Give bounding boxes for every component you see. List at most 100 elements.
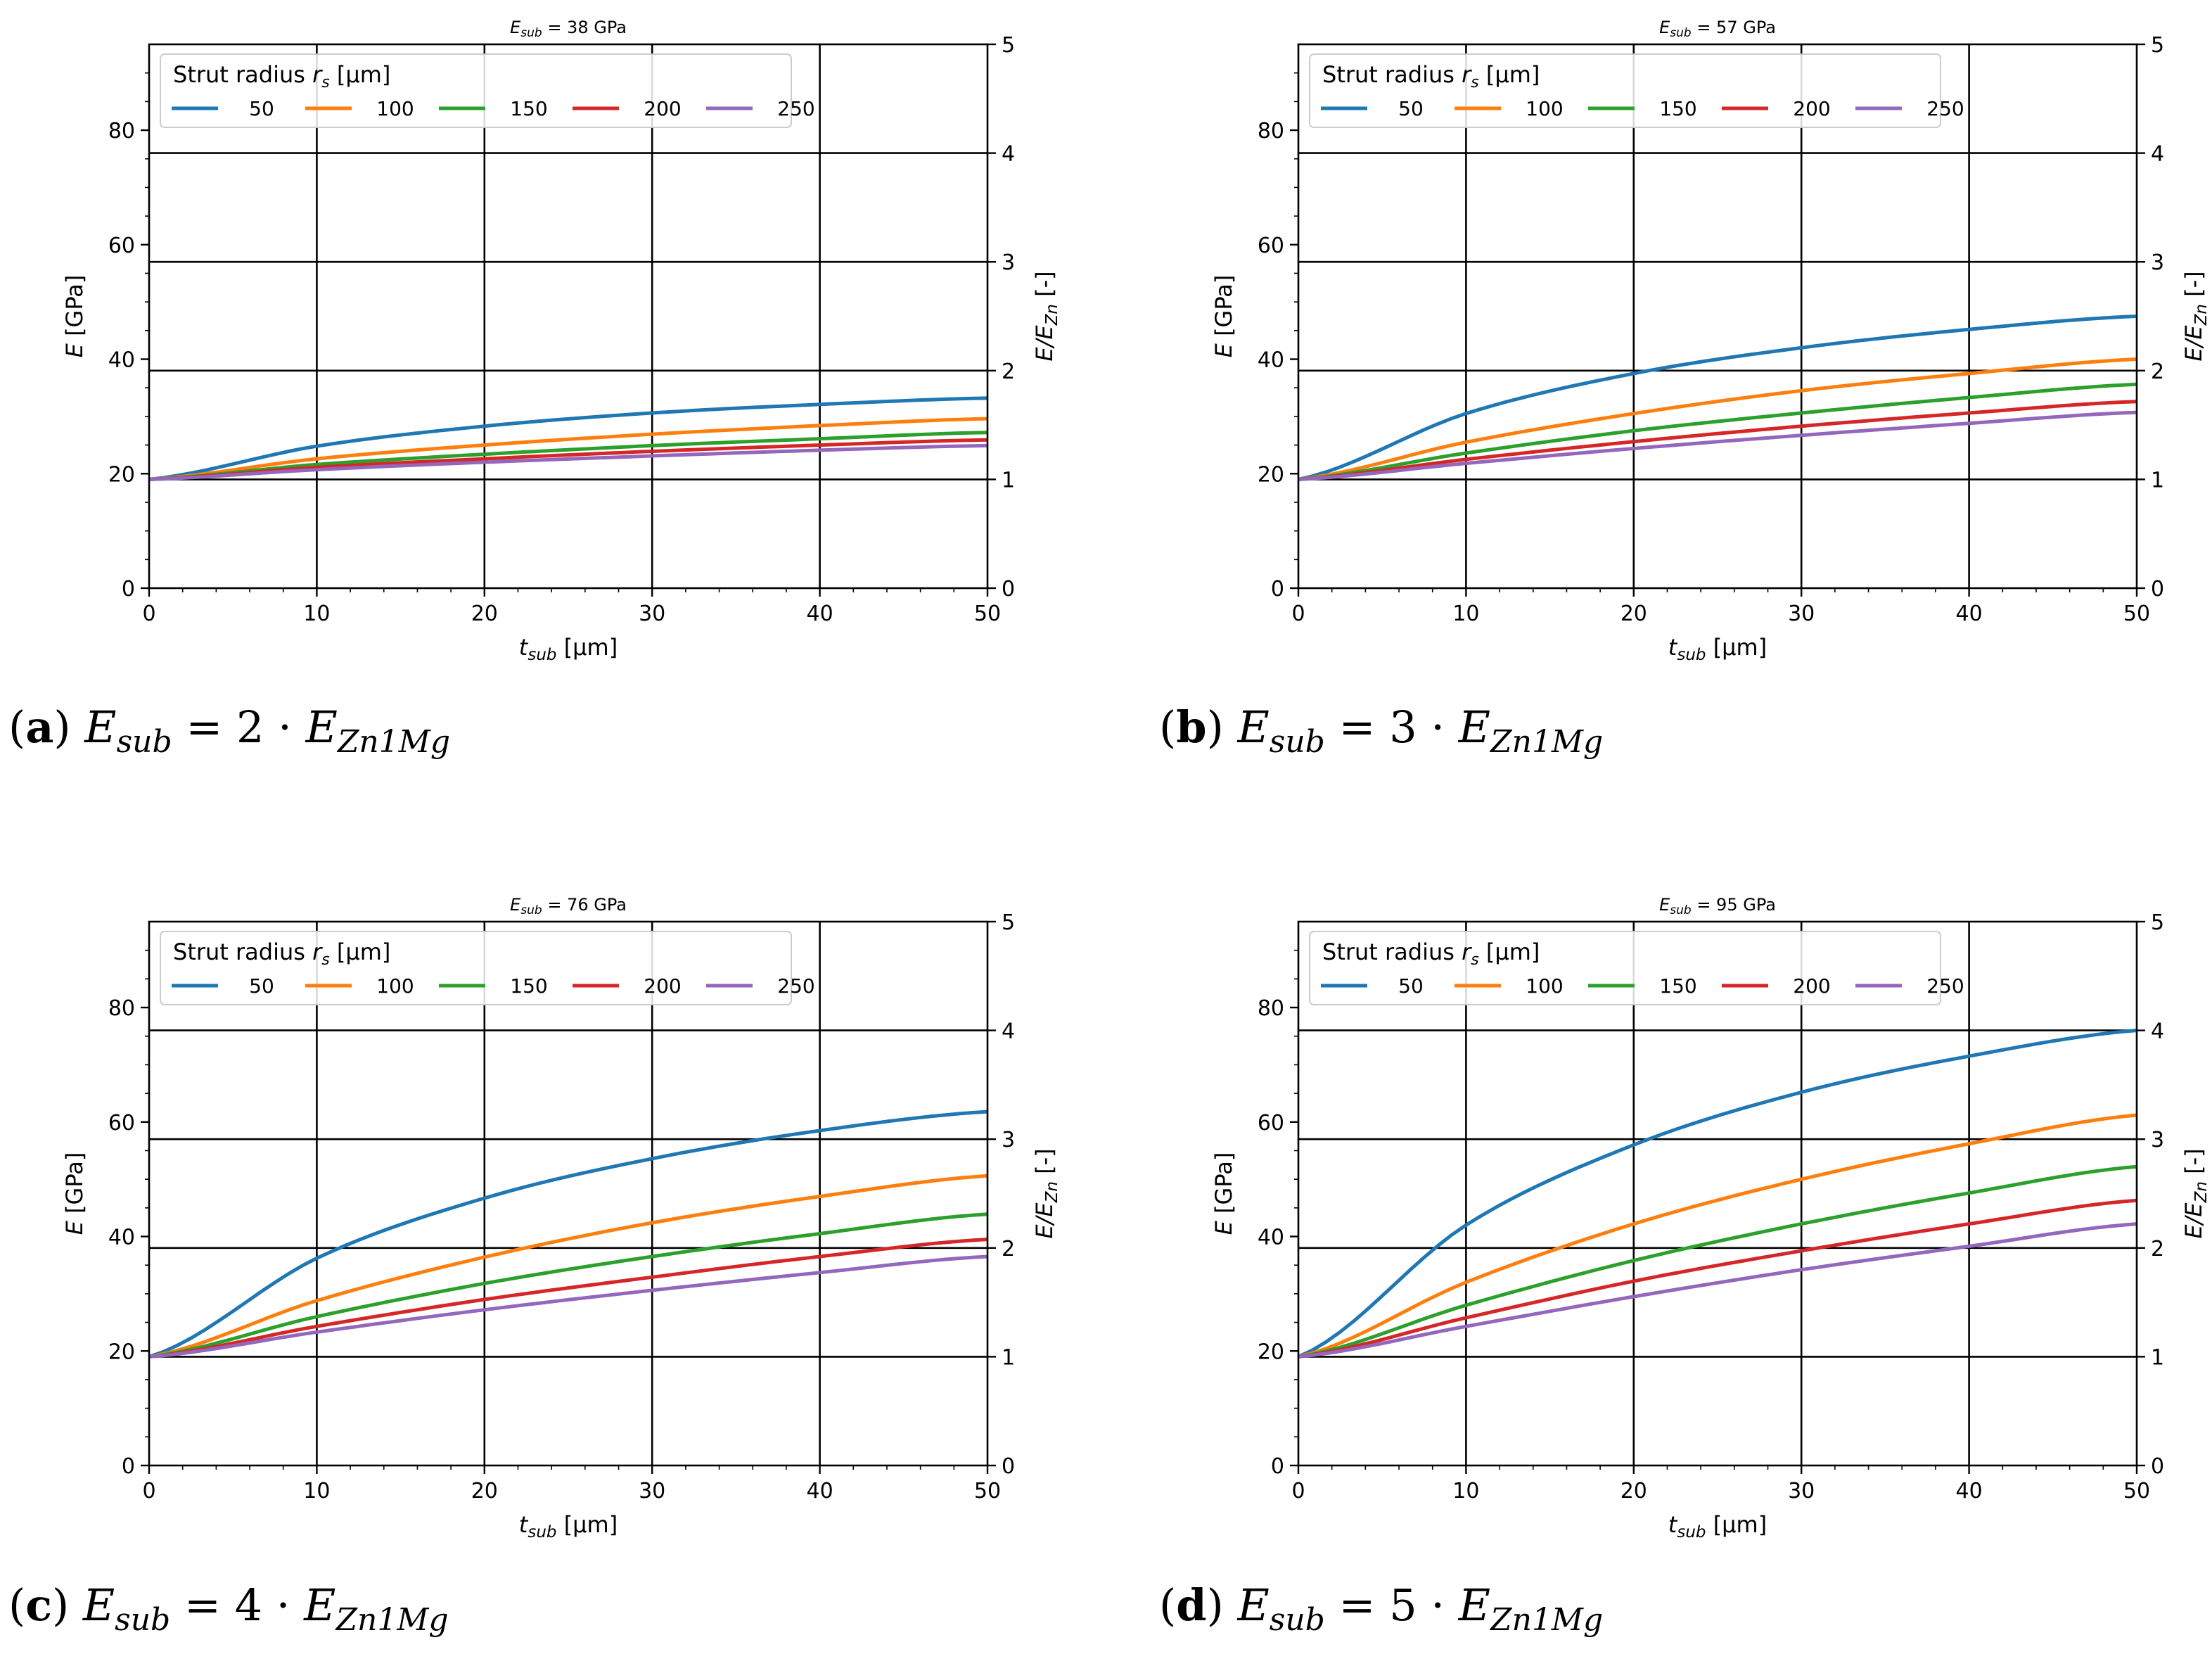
- y2-tick-label: 3: [2151, 1128, 2164, 1152]
- y2-tick-label: 1: [2151, 468, 2164, 492]
- x-tick-label: 10: [1452, 602, 1479, 626]
- chart-title: Esub = 76 GPa: [510, 895, 627, 917]
- legend-entry-50: 50: [249, 97, 274, 120]
- y-tick-label: 80: [108, 119, 135, 144]
- chart-title: Esub = 95 GPa: [1659, 895, 1776, 917]
- y2-tick-label: 0: [2151, 1454, 2164, 1479]
- legend-entry-50: 50: [249, 974, 274, 998]
- x-tick-label: 20: [1620, 602, 1647, 626]
- x-tick-label: 20: [471, 1479, 498, 1503]
- y-axis-label: E [GPa]: [1210, 1152, 1237, 1235]
- series-line-200: [1298, 400, 2137, 481]
- legend-title: Strut radius rs [μm]: [1322, 939, 1540, 969]
- series-line-100: [148, 416, 988, 481]
- y2-tick-label: 2: [2151, 1237, 2164, 1261]
- y2-tick-label: 4: [1002, 142, 1015, 167]
- y2-tick-label: 3: [1002, 1128, 1015, 1152]
- y-tick-label: 20: [108, 462, 135, 487]
- legend: Strut radius rs [μm] 50 100 150 200 250: [160, 931, 815, 1005]
- legend-entry-100: 100: [1526, 974, 1563, 998]
- y-axis-label: E [GPa]: [61, 275, 88, 358]
- y2-axis-label: E/EZn [-]: [1031, 271, 1061, 361]
- plot-frame: [1297, 920, 2138, 1467]
- x-tick-label: 10: [1452, 1479, 1479, 1503]
- y-tick-label: 20: [1258, 1340, 1284, 1364]
- y2-tick-label: 4: [2151, 142, 2164, 167]
- y-tick-label: 40: [108, 1226, 135, 1250]
- y-tick-label: 60: [1258, 234, 1284, 258]
- x-tick-label: 30: [639, 1479, 665, 1503]
- chart-title: Esub = 57 GPa: [1659, 18, 1776, 40]
- x-tick-label: 20: [471, 602, 498, 626]
- x-axis-label: tsub [μm]: [519, 634, 618, 664]
- y2-tick-label: 3: [1002, 250, 1015, 275]
- series-line-150: [148, 1212, 988, 1359]
- series-line-50: [148, 1109, 988, 1359]
- y-tick-label: 40: [1258, 348, 1284, 373]
- y2-tick-label: 5: [1002, 910, 1015, 935]
- x-tick-label: 0: [1291, 1479, 1305, 1503]
- series-line-150: [148, 431, 988, 481]
- y-tick-label: 80: [108, 996, 135, 1021]
- y-tick-label: 80: [1258, 119, 1284, 144]
- x-axis-label: tsub [μm]: [1668, 1511, 1767, 1541]
- legend-entry-150: 150: [1659, 97, 1696, 120]
- y-tick-label: 0: [1271, 577, 1284, 602]
- y2-tick-label: 0: [1002, 577, 1015, 602]
- legend-entry-100: 100: [376, 97, 414, 120]
- legend-entry-150: 150: [1659, 974, 1696, 998]
- y-tick-label: 60: [108, 234, 135, 258]
- legend-entry-100: 100: [1526, 97, 1563, 120]
- legend-entry-150: 150: [510, 974, 547, 998]
- legend-title: Strut radius rs [μm]: [173, 939, 390, 969]
- y2-axis-label: E/EZn [-]: [1031, 1148, 1061, 1238]
- x-tick-label: 20: [1620, 1479, 1647, 1503]
- y-axis-label: E [GPa]: [1210, 275, 1237, 358]
- series-line-100: [148, 1174, 988, 1359]
- x-tick-label: 40: [1956, 602, 1983, 626]
- series-line-200: [148, 438, 988, 481]
- x-tick-label: 30: [1788, 1479, 1815, 1503]
- x-tick-label: 40: [807, 602, 833, 626]
- legend-entry-200: 200: [644, 97, 681, 120]
- x-tick-label: 30: [639, 602, 665, 626]
- x-tick-label: 0: [142, 602, 155, 626]
- y-tick-label: 60: [108, 1111, 135, 1136]
- y2-tick-label: 4: [1002, 1019, 1015, 1044]
- x-tick-label: 50: [2123, 602, 2150, 626]
- x-tick-label: 50: [2123, 1479, 2150, 1503]
- legend-entry-200: 200: [1793, 97, 1830, 120]
- series-line-50: [148, 396, 988, 481]
- legend-entry-250: 250: [777, 974, 814, 998]
- y-tick-label: 20: [1258, 462, 1284, 487]
- legend-entry-200: 200: [1793, 974, 1830, 998]
- y2-tick-label: 2: [1002, 1237, 1015, 1261]
- x-tick-label: 50: [974, 602, 1001, 626]
- y2-tick-label: 4: [2151, 1019, 2164, 1044]
- legend-entry-50: 50: [1398, 97, 1424, 120]
- panel-caption: (c) Esub = 4 · EZn1Mg: [8, 1579, 449, 1638]
- series-line-100: [1298, 1113, 2137, 1359]
- series-line-100: [1298, 357, 2137, 481]
- legend-title: Strut radius rs [μm]: [173, 61, 390, 91]
- series-line-50: [1297, 1029, 2137, 1359]
- legend-entry-50: 50: [1398, 974, 1424, 998]
- legend-entry-250: 250: [777, 97, 814, 120]
- legend-entry-200: 200: [644, 974, 681, 998]
- y2-axis-label: E/EZn [-]: [2180, 1148, 2211, 1238]
- y2-tick-label: 5: [2151, 910, 2164, 935]
- series-line-250: [148, 443, 988, 481]
- x-tick-label: 40: [1956, 1479, 1983, 1503]
- legend: Strut radius rs [μm] 50 100 150 200 250: [1309, 53, 1964, 128]
- y-axis-label: E [GPa]: [61, 1152, 88, 1235]
- y2-tick-label: 2: [2151, 360, 2164, 384]
- legend: Strut radius rs [μm] 50 100 150 200 250: [160, 53, 815, 128]
- y2-tick-label: 2: [1002, 360, 1015, 384]
- legend-entry-100: 100: [376, 974, 414, 998]
- series-line-50: [1298, 314, 2137, 481]
- y2-tick-label: 5: [2151, 33, 2164, 58]
- y2-tick-label: 5: [1002, 33, 1015, 58]
